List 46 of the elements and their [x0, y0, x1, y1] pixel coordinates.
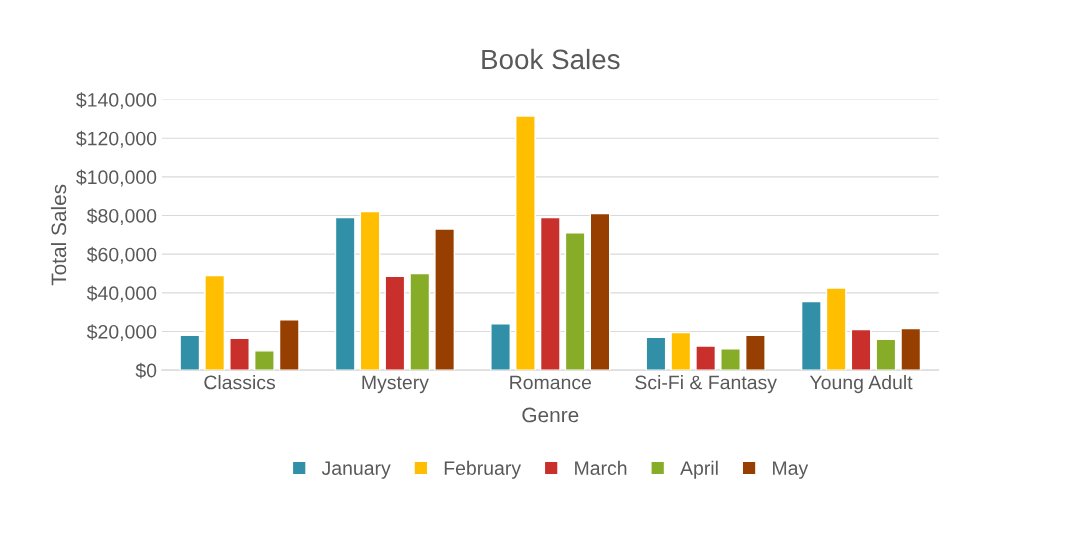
bar — [564, 232, 586, 371]
y-tick-label: $80,000 — [86, 208, 157, 226]
x-tick-label: Mystery — [362, 375, 429, 394]
legend-label: January — [321, 461, 391, 479]
bar — [589, 212, 611, 371]
bar — [434, 228, 456, 371]
y-tick-label: $100,000 — [76, 169, 157, 187]
bar — [695, 345, 717, 371]
bar — [875, 338, 897, 371]
bar — [409, 272, 431, 371]
bar — [254, 350, 275, 371]
bar — [825, 287, 847, 371]
y-tick-label: $20,000 — [86, 324, 157, 342]
bar — [515, 115, 536, 371]
bar — [490, 323, 511, 371]
bar — [744, 334, 766, 371]
bar — [900, 327, 922, 371]
chart-title: Book Sales — [482, 48, 620, 70]
y-tick-label: $120,000 — [76, 130, 157, 148]
bar — [539, 216, 561, 371]
y-tick-label: $40,000 — [86, 285, 157, 303]
bar — [204, 274, 226, 371]
x-tick-label: Young Adult — [809, 375, 913, 394]
legend-label: February — [444, 460, 521, 479]
y-axis-title: Total Sales — [50, 184, 67, 286]
legend-label: April — [680, 460, 718, 479]
bar — [229, 337, 250, 371]
y-tick-label: $60,000 — [86, 246, 157, 264]
y-tick-label: $140,000 — [76, 92, 157, 110]
x-tick-label: Sci-Fi & Fantasy — [635, 375, 777, 394]
bar — [800, 300, 822, 371]
bar — [670, 331, 692, 371]
bar — [278, 319, 300, 371]
legend-label: March — [575, 460, 627, 475]
x-tick-label: Romance — [510, 375, 592, 390]
y-tick-label: $0 — [135, 362, 157, 379]
bar — [720, 348, 741, 371]
bar — [850, 328, 872, 371]
x-axis-title: Genre — [522, 407, 579, 423]
bar — [334, 216, 356, 371]
legend-label: May — [773, 461, 809, 479]
bar — [359, 210, 381, 371]
bar — [384, 275, 406, 371]
bar — [645, 336, 667, 371]
bar — [179, 334, 201, 371]
x-tick-label: Classics — [204, 375, 276, 390]
